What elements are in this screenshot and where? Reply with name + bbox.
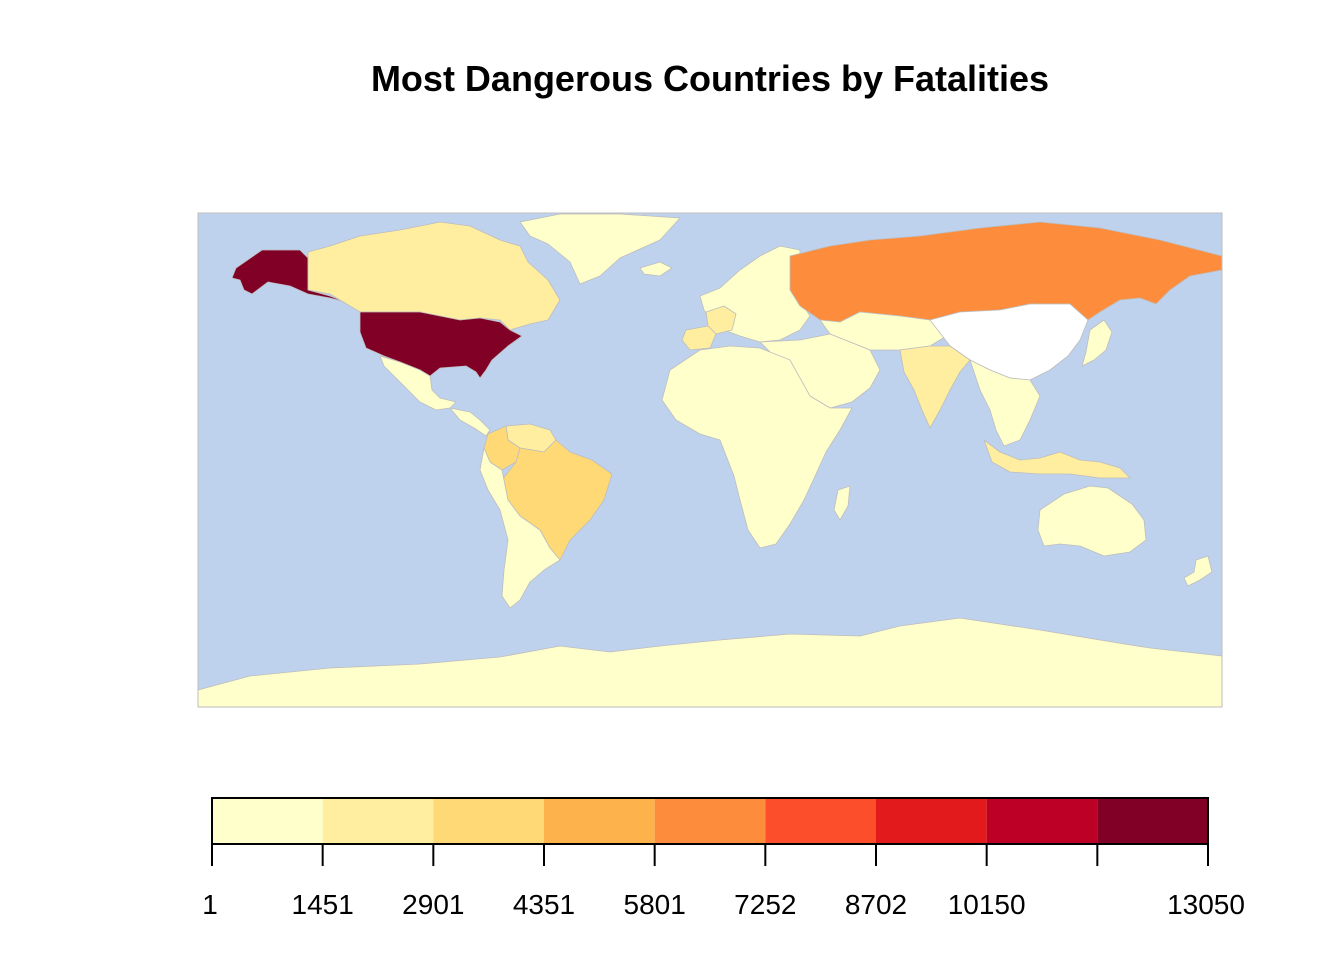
country-south-america bbox=[479, 447, 561, 609]
country-greenland bbox=[519, 213, 681, 285]
country-australia bbox=[1037, 485, 1147, 557]
legend-tick-label: 10150 bbox=[948, 889, 1026, 920]
legend-tick-label: 8702 bbox=[845, 889, 907, 920]
legend-swatch bbox=[322, 798, 434, 844]
legend-swatch bbox=[876, 798, 987, 844]
countries-layer bbox=[197, 213, 1223, 708]
legend-swatch bbox=[654, 798, 766, 844]
legend-tick-label: 1 bbox=[202, 889, 218, 920]
country-indonesia bbox=[983, 439, 1131, 479]
country-antarctica bbox=[197, 617, 1223, 708]
map-title: Most Dangerous Countries by Fatalities bbox=[370, 58, 1050, 99]
legend-frame bbox=[211, 797, 1209, 845]
country-united-states bbox=[359, 311, 523, 379]
country-spain bbox=[681, 325, 717, 351]
country-canada bbox=[307, 221, 561, 331]
country-alaska bbox=[231, 249, 346, 303]
country-mexico bbox=[379, 355, 457, 411]
legend-swatch bbox=[212, 798, 323, 844]
legend-swatch bbox=[986, 798, 1098, 844]
legend-swatch bbox=[1097, 798, 1208, 844]
legend-tick-label: 2901 bbox=[402, 889, 464, 920]
legend-swatch bbox=[544, 798, 655, 844]
legend-tick-label: 4351 bbox=[513, 889, 575, 920]
legend-swatch bbox=[765, 798, 876, 844]
legend-tick-label: 7252 bbox=[734, 889, 796, 920]
country-iceland bbox=[639, 261, 673, 277]
country-new-zealand bbox=[1183, 555, 1213, 587]
legend-tick-label: 1451 bbox=[292, 889, 354, 920]
legend-swatch bbox=[433, 798, 544, 844]
country-central-america bbox=[449, 407, 491, 437]
country-southeast-asia bbox=[969, 359, 1041, 447]
legend-tick-label: 13050 bbox=[1167, 889, 1245, 920]
color-legend: 1 1451 2901 4351 5801 7252 8702 10150 13050 bbox=[202, 797, 1245, 920]
legend-tick-label: 5801 bbox=[624, 889, 686, 920]
country-india bbox=[899, 345, 971, 429]
country-africa bbox=[661, 345, 853, 549]
map-frame bbox=[197, 212, 1223, 708]
country-japan bbox=[1081, 319, 1113, 367]
country-madagascar bbox=[833, 485, 851, 521]
